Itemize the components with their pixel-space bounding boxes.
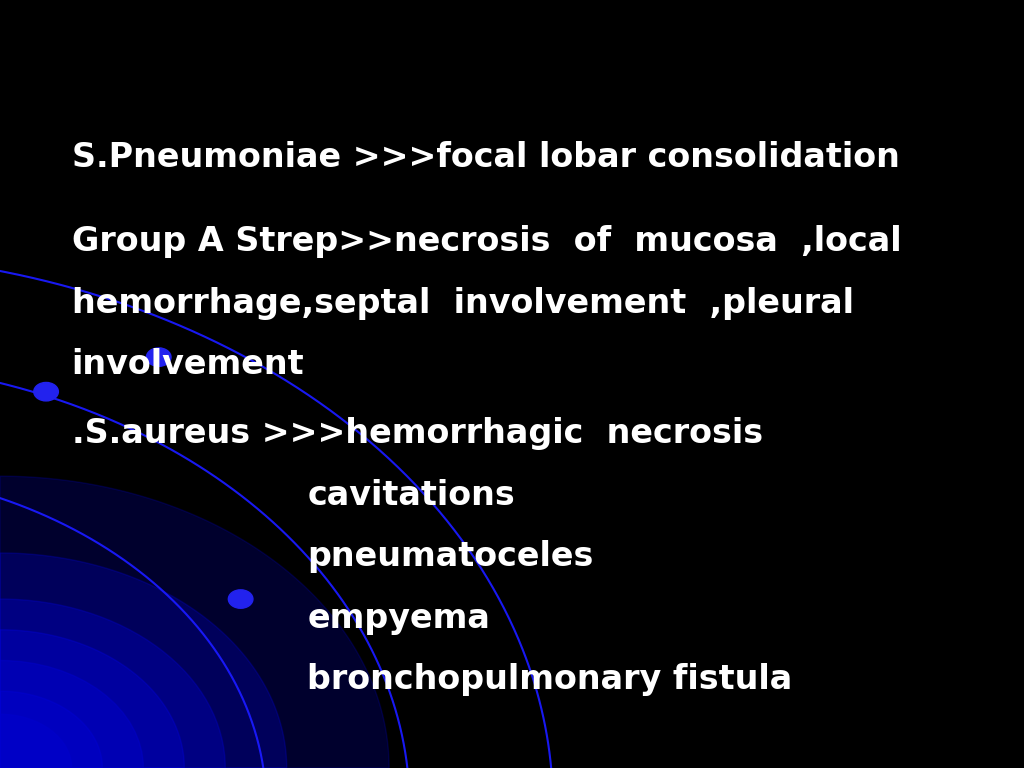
Text: bronchopulmonary fistula: bronchopulmonary fistula — [307, 664, 793, 696]
Polygon shape — [0, 630, 184, 768]
Polygon shape — [0, 476, 389, 768]
Circle shape — [0, 660, 143, 768]
Polygon shape — [0, 553, 287, 768]
Text: Group A Strep>>necrosis  of  mucosa  ,local: Group A Strep>>necrosis of mucosa ,local — [72, 226, 901, 258]
Circle shape — [228, 590, 253, 608]
Text: empyema: empyema — [307, 602, 490, 634]
Circle shape — [34, 382, 58, 401]
Text: .S.aureus >>>hemorrhagic  necrosis: .S.aureus >>>hemorrhagic necrosis — [72, 418, 763, 450]
Circle shape — [146, 348, 171, 366]
Text: involvement: involvement — [72, 349, 304, 381]
Circle shape — [0, 599, 225, 768]
Polygon shape — [0, 691, 102, 768]
Text: pneumatoceles: pneumatoceles — [307, 541, 594, 573]
Circle shape — [0, 714, 72, 768]
Text: cavitations: cavitations — [307, 479, 515, 511]
Text: S.Pneumoniae >>>focal lobar consolidation: S.Pneumoniae >>>focal lobar consolidatio… — [72, 141, 899, 174]
Text: hemorrhage,septal  involvement  ,pleural: hemorrhage,septal involvement ,pleural — [72, 287, 854, 319]
